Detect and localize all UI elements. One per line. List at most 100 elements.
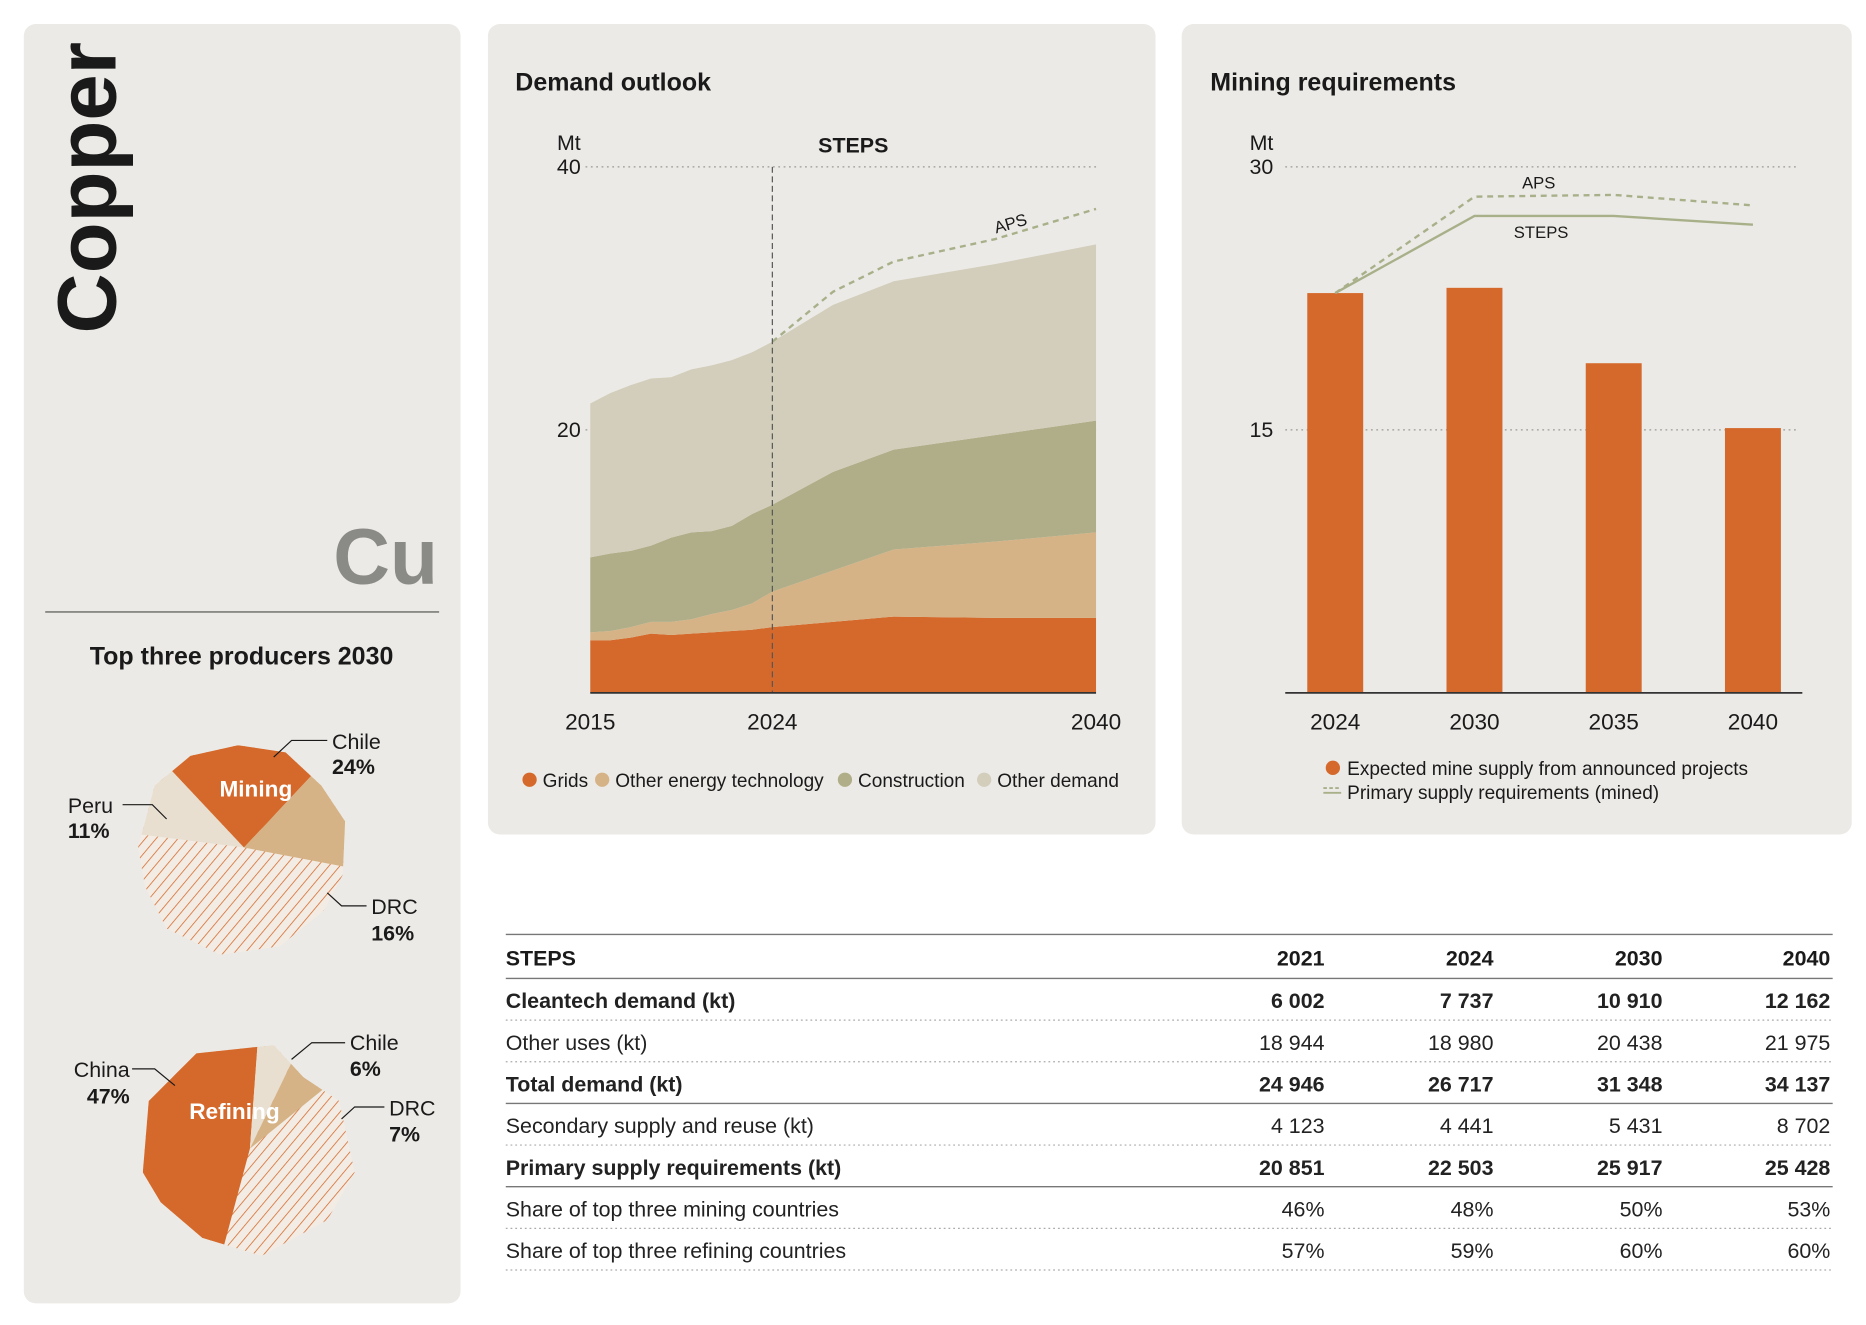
pie-label: China: [74, 1058, 130, 1082]
table-cell: 8 702: [1777, 1114, 1831, 1138]
requirement-line: [1334, 193, 1754, 295]
left-panel: [23, 24, 461, 1304]
legend-swatch: [522, 772, 537, 787]
area: [590, 616, 1097, 693]
table-cell: 21 975: [1765, 1031, 1830, 1055]
table-cell: 57%: [1282, 1239, 1325, 1263]
y-tick-label: 40: [557, 155, 581, 179]
table-cell: 48%: [1451, 1197, 1494, 1221]
x-tick-label: 2024: [747, 710, 797, 735]
pie-label: Chile: [332, 730, 381, 754]
chart-title: Demand outlook: [515, 69, 711, 97]
table-cell: 26 717: [1428, 1073, 1493, 1097]
leader-line: [291, 1042, 346, 1060]
leader-line: [122, 804, 168, 820]
legend-swatch: [595, 772, 610, 787]
bar: [1446, 287, 1503, 693]
mining-chart: Mt 15 30 APS STEPS 2024 2030 2035 2040 Expected m…: [1250, 131, 1803, 804]
bar: [1307, 293, 1364, 693]
y-axis-label: Mt: [1250, 131, 1274, 155]
y-axis-label: Mt: [557, 131, 581, 155]
table-header: STEPS: [506, 946, 576, 970]
table-header: 2024: [1446, 946, 1494, 970]
x-tick-label: 2015: [565, 710, 615, 735]
pie-label: Peru: [68, 794, 113, 818]
table-cell: Share of top three refining countries: [506, 1239, 846, 1263]
legend-label: Construction: [858, 771, 965, 792]
table-cell: 60%: [1787, 1239, 1830, 1263]
y-tick-label: 15: [1250, 418, 1274, 442]
table-cell: 20 851: [1259, 1156, 1325, 1180]
bar: [1585, 363, 1642, 693]
table-cell: 18 944: [1259, 1031, 1325, 1055]
x-tick-label: 2040: [1071, 710, 1121, 735]
x-tick-label: 2035: [1589, 710, 1639, 735]
legend-label: Other energy technology: [615, 771, 824, 792]
pie-label: DRC: [371, 895, 417, 919]
producers-title: Top three producers 2030: [90, 642, 394, 670]
table-cell: 4 123: [1271, 1114, 1325, 1138]
bar: [1724, 428, 1781, 693]
table-cell: 24 946: [1259, 1073, 1325, 1097]
pie-center-label: Refining: [189, 1099, 279, 1124]
pie-center-label: Mining: [219, 776, 292, 801]
table-cell: 20 438: [1597, 1031, 1662, 1055]
leader-line: [341, 1106, 385, 1120]
table-cell: 12 162: [1765, 989, 1831, 1013]
requirement-line: [1334, 214, 1754, 295]
element-symbol: Cu: [333, 512, 438, 600]
pie-label: Chile: [350, 1031, 399, 1055]
x-tick-label: 2030: [1449, 710, 1499, 735]
table-header: 2021: [1277, 946, 1325, 970]
y-tick-label: 20: [557, 418, 581, 442]
x-tick-label: 2040: [1728, 710, 1778, 735]
pie-value-label: 47%: [87, 1084, 130, 1108]
table-cell: 25 917: [1597, 1156, 1662, 1180]
area: [590, 532, 1097, 641]
table-cell: 10 910: [1597, 989, 1663, 1013]
pie-value-label: 7%: [389, 1122, 420, 1146]
pie-value-label: 16%: [371, 921, 414, 945]
table-cell: 53%: [1787, 1197, 1830, 1221]
table-cell: 50%: [1620, 1197, 1663, 1221]
table-cell: 31 348: [1597, 1073, 1663, 1097]
table-cell: 22 503: [1428, 1156, 1494, 1180]
leader-line: [273, 739, 328, 758]
table-cell: 59%: [1451, 1239, 1494, 1263]
legend-swatch: [1325, 760, 1340, 775]
legend-label: Other demand: [997, 771, 1119, 792]
y-tick-label: 30: [1250, 155, 1274, 179]
table-cell: Secondary supply and reuse (kt): [506, 1114, 814, 1138]
table-cell: 46%: [1282, 1197, 1325, 1221]
area: [590, 420, 1097, 633]
table-cell: 6 002: [1271, 989, 1325, 1013]
table-cell: 60%: [1620, 1239, 1663, 1263]
legend-label: Expected mine supply from announced proj…: [1347, 759, 1748, 780]
table-cell: 34 137: [1765, 1073, 1830, 1097]
table-cell: Primary supply requirements (kt): [506, 1156, 841, 1180]
line-label: APS: [1522, 173, 1555, 192]
table-cell: Share of top three mining countries: [506, 1197, 839, 1221]
pie-value-label: 24%: [332, 755, 375, 779]
pie-slice: [142, 1045, 264, 1256]
data-table: STEPS 2021 2024 2030 2040 Cleantech demand (k…: [505, 933, 1833, 1271]
table-cell: 5 431: [1609, 1114, 1663, 1138]
x-tick-label: 2024: [1310, 710, 1360, 735]
pie-value-label: 6%: [350, 1057, 381, 1081]
element-title: Copper: [40, 42, 133, 334]
table-cell: Other uses (kt): [506, 1031, 648, 1055]
table-cell: 25 428: [1765, 1156, 1831, 1180]
pie-slice: [138, 745, 346, 848]
table-cell: 7 737: [1440, 989, 1494, 1013]
table-cell: 4 441: [1440, 1114, 1494, 1138]
table-cell: 18 980: [1428, 1031, 1494, 1055]
chart-title: Mining requirements: [1210, 69, 1456, 97]
legend-swatch: [977, 772, 992, 787]
line-label: STEPS: [1514, 223, 1569, 242]
leader-line: [132, 1068, 176, 1087]
legend-label: Primary supply requirements (mined): [1347, 783, 1659, 804]
area: [590, 244, 1097, 558]
